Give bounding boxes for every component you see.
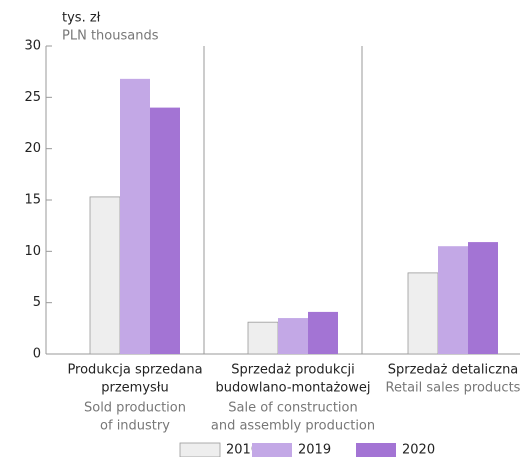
- x-tick-label-en: Retail sales products: [386, 381, 520, 396]
- x-tick-label-en: and assembly production: [211, 419, 375, 434]
- bar: [308, 311, 338, 354]
- bar: [407, 272, 439, 355]
- legend-label: 2020: [402, 443, 435, 458]
- bar: [247, 321, 279, 355]
- x-tick-label-en: Sale of construction: [228, 401, 357, 416]
- bar: [150, 107, 180, 354]
- legend-label: 2010: [226, 443, 259, 458]
- y-tick-label: 30: [24, 39, 41, 54]
- x-tick-label-en: of industry: [100, 419, 170, 434]
- y-tick-label: 20: [24, 141, 41, 156]
- x-tick-label: Produkcja sprzedana: [67, 363, 202, 378]
- bar: [89, 196, 121, 355]
- legend-label: 2019: [298, 443, 331, 458]
- y-tick-label: 0: [33, 347, 41, 362]
- x-tick-label: Sprzedaż detaliczna: [388, 363, 519, 378]
- x-tick-label-en: Sold production: [84, 401, 186, 416]
- x-tick-label: przemysłu: [101, 381, 168, 396]
- x-tick-label: Sprzedaż produkcji: [231, 363, 355, 378]
- y-tick-label: 10: [24, 244, 41, 259]
- legend-swatch: [179, 442, 221, 458]
- bar: [438, 246, 468, 354]
- y-tick-label: 25: [24, 90, 41, 105]
- y-axis-label-en: PLN thousands: [62, 29, 159, 44]
- y-tick-label: 15: [24, 193, 41, 208]
- bar: [278, 318, 308, 354]
- y-axis-label: tys. zł: [62, 11, 101, 26]
- y-tick-label: 5: [33, 295, 41, 310]
- legend-swatch: [252, 443, 292, 457]
- x-tick-label: budowlano-montażowej: [216, 381, 371, 396]
- bar: [468, 242, 498, 354]
- legend-swatch: [356, 443, 396, 457]
- bar: [120, 78, 150, 354]
